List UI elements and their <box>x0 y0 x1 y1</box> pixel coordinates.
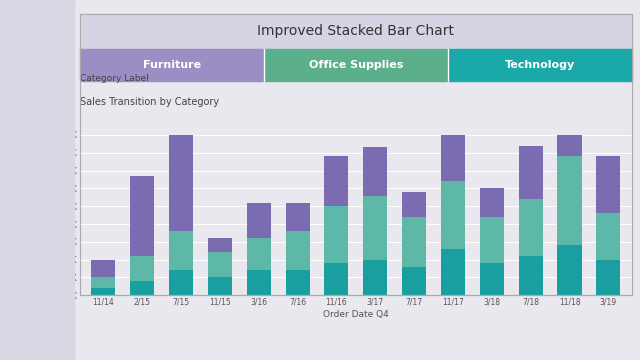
Bar <box>169 85 193 231</box>
Text: Office Supplies: Office Supplies <box>308 60 403 70</box>
Bar <box>441 249 465 295</box>
Bar <box>596 156 620 213</box>
Bar <box>92 288 115 295</box>
Bar <box>441 181 465 249</box>
Text: Furniture: Furniture <box>143 60 201 70</box>
Bar <box>246 270 271 295</box>
Bar <box>480 263 504 295</box>
Bar <box>441 107 465 181</box>
Bar <box>92 260 115 278</box>
Bar <box>480 188 504 217</box>
Text: Category Label: Category Label <box>80 74 148 83</box>
Bar <box>130 281 154 295</box>
Bar <box>364 148 387 195</box>
Bar <box>285 270 310 295</box>
Bar <box>92 278 115 288</box>
Bar <box>596 260 620 295</box>
Bar <box>246 238 271 270</box>
Bar <box>480 217 504 263</box>
Y-axis label: Sales: Sales <box>51 203 60 227</box>
Bar <box>169 231 193 270</box>
Bar <box>246 203 271 238</box>
Bar <box>518 199 543 256</box>
Bar <box>518 146 543 199</box>
Bar <box>208 278 232 295</box>
Bar <box>518 256 543 295</box>
Bar <box>324 156 348 206</box>
Bar <box>402 267 426 295</box>
Bar <box>364 195 387 260</box>
Text: Sales Transition by Category: Sales Transition by Category <box>80 97 219 107</box>
Bar <box>130 176 154 256</box>
Bar <box>557 14 582 156</box>
Bar <box>402 192 426 217</box>
Bar <box>324 206 348 263</box>
Text: Improved Stacked Bar Chart: Improved Stacked Bar Chart <box>257 24 454 39</box>
Bar <box>285 231 310 270</box>
Bar <box>364 260 387 295</box>
Bar <box>596 213 620 260</box>
Bar <box>557 156 582 246</box>
Bar <box>208 238 232 252</box>
Bar <box>324 263 348 295</box>
Bar <box>208 252 232 278</box>
Bar <box>130 256 154 281</box>
Bar <box>169 270 193 295</box>
Bar <box>557 246 582 295</box>
X-axis label: Order Date Q4: Order Date Q4 <box>323 310 388 319</box>
Bar <box>285 203 310 231</box>
Bar <box>402 217 426 267</box>
Text: Technology: Technology <box>504 60 575 70</box>
